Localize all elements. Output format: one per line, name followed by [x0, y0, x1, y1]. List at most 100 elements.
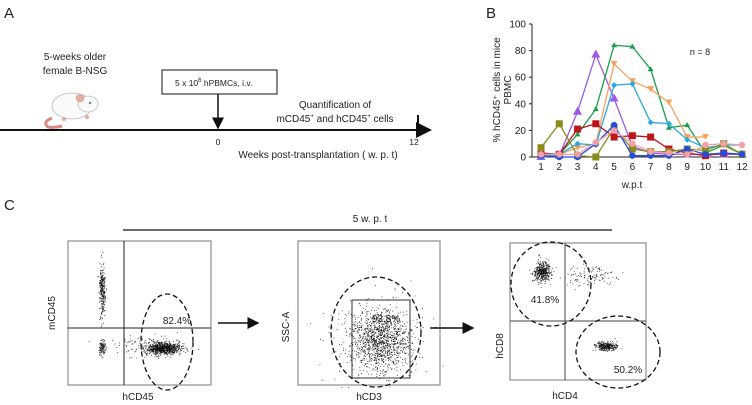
x-tick-label: 10 [700, 162, 712, 173]
x-axis-label: hCD45 [122, 392, 154, 403]
data-point [683, 151, 691, 158]
cell-cluster [124, 335, 199, 359]
data-point [738, 151, 746, 158]
x-tick-label: 9 [684, 162, 690, 173]
y-tick-label: 100 [509, 20, 526, 31]
data-point [647, 66, 654, 72]
data-point [610, 121, 618, 129]
y-tick-label: 0 [520, 153, 526, 164]
panel-a: A 5-weeks older female B-NSG 5 x 106 hPB… [0, 5, 432, 161]
data-point [720, 149, 727, 157]
y-axis-label: SSC-A [281, 311, 292, 342]
data-point [665, 99, 673, 106]
gate-rectangle [351, 299, 411, 379]
data-point [555, 120, 563, 128]
data-point [574, 144, 582, 151]
y-tick-label: 60 [515, 73, 527, 84]
data-point [610, 60, 618, 67]
data-point [665, 124, 672, 130]
injection-label: 5 x 106 hPBMCs, i.v. [175, 78, 252, 88]
gate-percentage: 93.8% [372, 314, 400, 325]
series-line [540, 83, 742, 158]
series-mouse-pink [537, 127, 746, 158]
data-point [702, 141, 709, 149]
x-tick-label: 3 [575, 162, 581, 173]
data-point [684, 136, 691, 143]
mouse-description-line1: 5-weeks older [44, 52, 107, 63]
timeline-axis-label: Weeks post-transplantation ( w. p. t) [238, 150, 397, 161]
x-axis-label: hCD3 [356, 392, 382, 403]
data-point [611, 82, 618, 89]
data-point [701, 134, 709, 141]
data-point [537, 144, 545, 152]
timepoint-label: 5 w. p. t [353, 214, 388, 225]
tick-12: 12 [409, 137, 419, 147]
data-point [592, 153, 600, 161]
x-axis-label: w.p.t [621, 180, 643, 191]
x-axis-label: hCD4 [552, 391, 578, 402]
plot-frame [509, 242, 647, 381]
data-point [629, 43, 636, 49]
gate-percentage-cd8: 41.8% [531, 295, 559, 306]
panel-b: B % hCD45⁺ cells in mice PBMC w.p.t n = … [486, 5, 748, 191]
cell-cluster [335, 298, 424, 388]
data-point [592, 120, 600, 128]
data-point [629, 152, 636, 159]
gate-ellipse [330, 276, 422, 388]
data-point [592, 139, 600, 146]
scatter-dots [310, 268, 444, 399]
cell-cluster [559, 261, 624, 291]
scatter-dots [529, 254, 624, 352]
gate-ellipse-cd4 [575, 315, 661, 389]
sample-size-annotation: n = 8 [690, 47, 710, 57]
injection-box [161, 69, 278, 95]
mouse-icon [44, 92, 99, 129]
x-tick-label: 1 [538, 162, 544, 173]
tick-0: 0 [216, 137, 221, 147]
data-point [701, 146, 709, 154]
data-point [574, 140, 581, 147]
data-point [610, 127, 618, 134]
series-line [540, 44, 743, 157]
plot-frame [297, 240, 441, 386]
cell-cluster [97, 252, 107, 328]
data-point [702, 151, 709, 158]
data-point [720, 140, 727, 147]
x-tick-label: 4 [593, 162, 599, 173]
flow-plot-hcd45: 82.4% mCD45 hCD45 [47, 240, 212, 403]
cell-cluster [310, 268, 444, 399]
cell-cluster [529, 254, 557, 288]
flow-plot-hcd4-hcd8: 41.8% 50.2% hCD8 hCD4 [495, 241, 661, 402]
quantification-line1: Quantification of [299, 100, 371, 111]
series-line [540, 62, 706, 157]
data-point [591, 49, 601, 58]
panel-a-label: A [4, 5, 14, 22]
data-point [628, 145, 636, 153]
data-point [647, 133, 655, 141]
data-point [628, 132, 636, 140]
x-tick-label: 11 [719, 162, 730, 173]
y-axis-label-2: PBMC [503, 76, 514, 105]
y-axis-label: hCD8 [495, 333, 506, 359]
cell-cluster [592, 338, 622, 352]
data-point [647, 119, 654, 126]
x-tick-label: 2 [556, 162, 562, 173]
gate-ellipse [140, 293, 194, 391]
data-point [574, 151, 581, 158]
data-point [665, 120, 672, 127]
cell-cluster [98, 339, 108, 358]
x-tick-label: 8 [666, 162, 672, 173]
y-tick-label: 80 [515, 46, 527, 57]
flow-plot-hcd3: 93.8% SSC-A hCD3 [281, 240, 444, 403]
x-tick-label: 6 [630, 162, 636, 173]
data-point [647, 148, 654, 155]
x-tick-label: 7 [648, 162, 654, 173]
data-point [610, 133, 618, 141]
panel-c: C 5 w. p. t 82.4% mCD45 hCD45 93.8% SSC-… [4, 197, 661, 403]
panel-b-label: B [486, 5, 496, 22]
mouse-description-line2: female B-NSG [43, 66, 108, 77]
panel-c-label: C [4, 197, 15, 214]
data-point [611, 42, 618, 48]
data-point [573, 106, 583, 115]
